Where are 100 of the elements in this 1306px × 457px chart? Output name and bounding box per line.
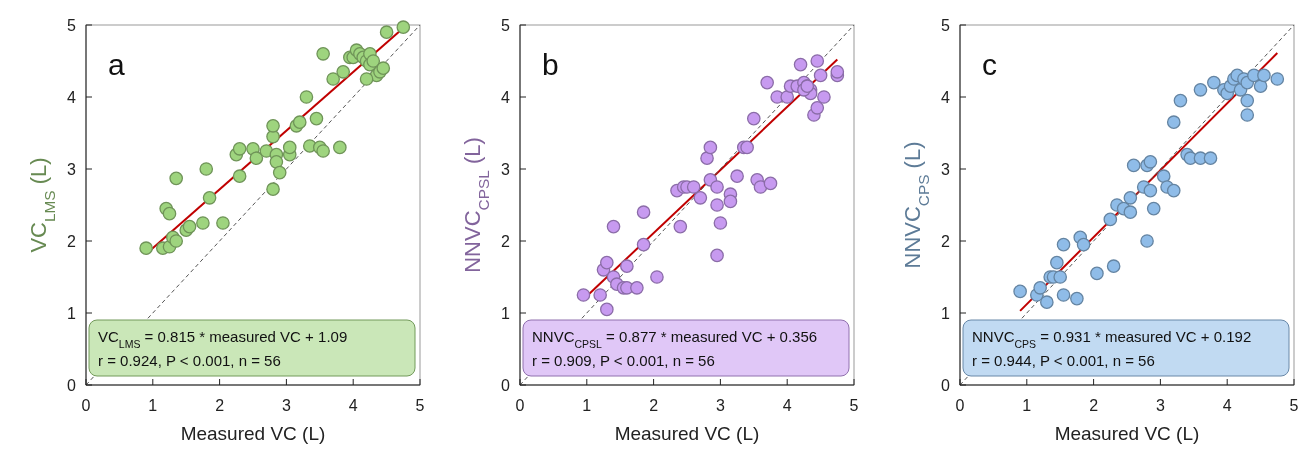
y-tick-label: 3 (67, 160, 77, 178)
y-tick-label: 4 (941, 88, 951, 106)
y-tick-label: 0 (941, 376, 951, 394)
point (162, 206, 177, 221)
point (1056, 288, 1071, 302)
point (1156, 169, 1171, 184)
point (810, 54, 825, 68)
point (299, 90, 314, 104)
x-tick-label: 0 (81, 397, 91, 414)
y-tick-label: 0 (67, 376, 77, 394)
annotation: NNVC$_{CPSL}$ = 0.877 * measured VC + 0.356 (532, 328, 818, 350)
point (606, 219, 621, 234)
point (1140, 234, 1154, 248)
point (139, 241, 153, 256)
point (830, 64, 845, 79)
point (396, 20, 411, 34)
point (1173, 93, 1188, 108)
point (723, 194, 738, 209)
point (282, 140, 297, 155)
point (1203, 151, 1218, 166)
equation-box: NNVC$_{CPSL}$ = 0.877 * measured VC + 0.356 r = 0.909, P < 0.001, n = 56 (522, 319, 850, 377)
point (376, 61, 391, 76)
point (710, 180, 724, 194)
point (1240, 108, 1255, 122)
y-tick-label: 4 (501, 88, 511, 106)
annotation: VC$_{LMS}$ = 0.815 * measured VC + 1.09 (98, 328, 348, 350)
equation-box: VC$_{LMS}$ = 0.815 * measured VC + 1.09 r = 0.924, P < 0.001, n = 56 (88, 319, 416, 377)
y-tick-label: 1 (941, 304, 951, 322)
point (272, 165, 287, 180)
point (1166, 183, 1181, 198)
y-tick-label: 2 (941, 232, 951, 250)
point (269, 154, 284, 169)
x-tick-label: 5 (415, 397, 425, 414)
point (593, 288, 607, 302)
y-tick-label: 4 (67, 88, 77, 106)
annotation: c (982, 48, 997, 81)
x-tick-label: 4 (782, 397, 792, 414)
point (636, 205, 651, 220)
point (620, 259, 634, 274)
y-tick-label: 1 (501, 304, 511, 322)
point (600, 255, 614, 270)
point (673, 219, 688, 234)
point (1106, 259, 1121, 274)
point (576, 288, 591, 302)
x-tick-label: 5 (849, 397, 859, 414)
point (202, 190, 217, 205)
point (746, 111, 761, 126)
point (1240, 93, 1255, 108)
point (1253, 79, 1268, 94)
point (379, 25, 394, 40)
x-tick-label: 2 (215, 397, 225, 414)
point (232, 169, 247, 184)
point (700, 151, 714, 166)
point (1193, 82, 1208, 97)
point (169, 171, 184, 186)
point (333, 140, 347, 155)
annotation: r = 0.944, P < 0.001, n = 56 (972, 352, 1155, 369)
point (780, 90, 795, 104)
point (249, 151, 264, 166)
point (366, 54, 381, 68)
x-axis-title: Measured VC (L) (1054, 423, 1200, 444)
x-tick-label: 3 (1155, 397, 1165, 414)
x-axis-title: Measured VC (L) (180, 423, 326, 444)
point (693, 190, 708, 205)
point (309, 111, 324, 126)
point (810, 100, 825, 115)
point (1050, 255, 1064, 270)
point (1033, 280, 1047, 295)
point (1090, 266, 1104, 281)
point (636, 237, 651, 252)
point (169, 234, 184, 248)
point (730, 169, 744, 184)
point (182, 219, 197, 234)
x-tick-label: 2 (1089, 397, 1099, 414)
x-tick-label: 0 (515, 397, 525, 414)
annotation: b (542, 48, 559, 81)
x-tick-label: 3 (715, 397, 725, 414)
point (1056, 237, 1071, 252)
point (740, 140, 754, 155)
point (1123, 190, 1138, 205)
point (266, 182, 280, 196)
point (813, 68, 828, 83)
x-tick-label: 0 (955, 397, 965, 414)
point (1166, 115, 1181, 130)
point (650, 270, 664, 284)
point (199, 162, 214, 176)
point (266, 118, 280, 133)
point (232, 142, 247, 156)
annotation: NNVC$_{CPS}$ = 0.931 * measured VC + 0.192 (972, 328, 1252, 350)
point (763, 176, 778, 191)
x-tick-label: 1 (582, 397, 592, 414)
annotation: r = 0.909, P < 0.001, n = 56 (532, 352, 715, 369)
point (336, 64, 351, 79)
point (1076, 237, 1091, 252)
point (713, 216, 728, 230)
y-tick-label: 3 (941, 160, 951, 178)
point (1207, 75, 1221, 90)
point (703, 140, 718, 155)
y-tick-label: 2 (67, 232, 77, 250)
x-tick-label: 4 (1222, 397, 1232, 414)
